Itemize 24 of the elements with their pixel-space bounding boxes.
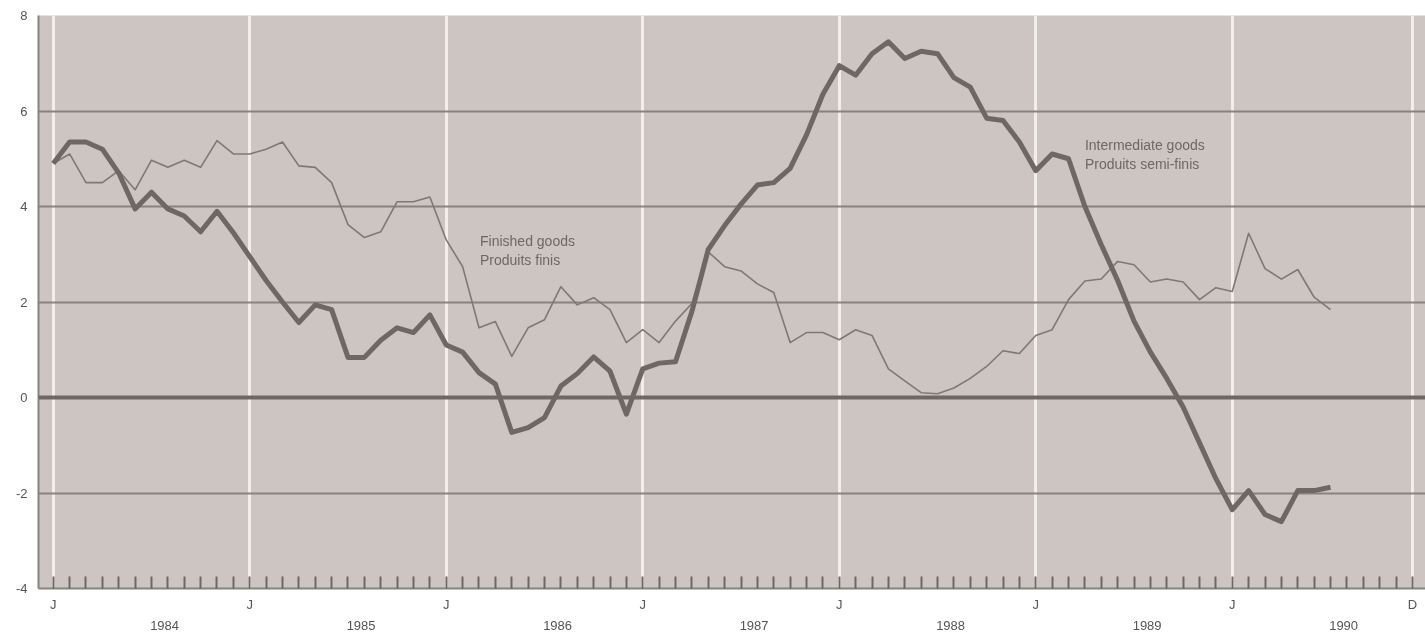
y-tick-label: 6: [20, 103, 28, 119]
series-label: Intermediate goods Produits semi-finis: [1084, 136, 1205, 172]
x-tick-label: J: [443, 596, 450, 612]
text: 1984: [150, 617, 180, 633]
x-tick-label: J: [246, 596, 253, 612]
text: 1988: [936, 617, 966, 633]
text: 1989: [1132, 617, 1162, 633]
x-tick-label: J: [49, 596, 57, 612]
y-tick-label: 8: [20, 8, 28, 23]
y-tick-label: -2: [15, 485, 28, 501]
series-label: Finished goods Produits finis: [480, 232, 575, 268]
text: 1990: [1329, 617, 1359, 633]
y-tick-label: 0: [20, 390, 28, 405]
y-tick-label: 2: [20, 294, 28, 310]
x-tick-label: J: [1032, 596, 1040, 612]
x-tick-label: D: [1407, 596, 1418, 612]
text: 1987: [739, 617, 769, 633]
y-tick-label: -4: [15, 581, 28, 596]
text: 1985: [346, 617, 376, 633]
text: 1986: [543, 617, 573, 633]
x-tick-label: J: [1229, 596, 1236, 612]
y-tick-label: 4: [20, 199, 28, 214]
x-tick-label: J: [836, 596, 843, 612]
x-tick-label: J: [639, 596, 646, 612]
